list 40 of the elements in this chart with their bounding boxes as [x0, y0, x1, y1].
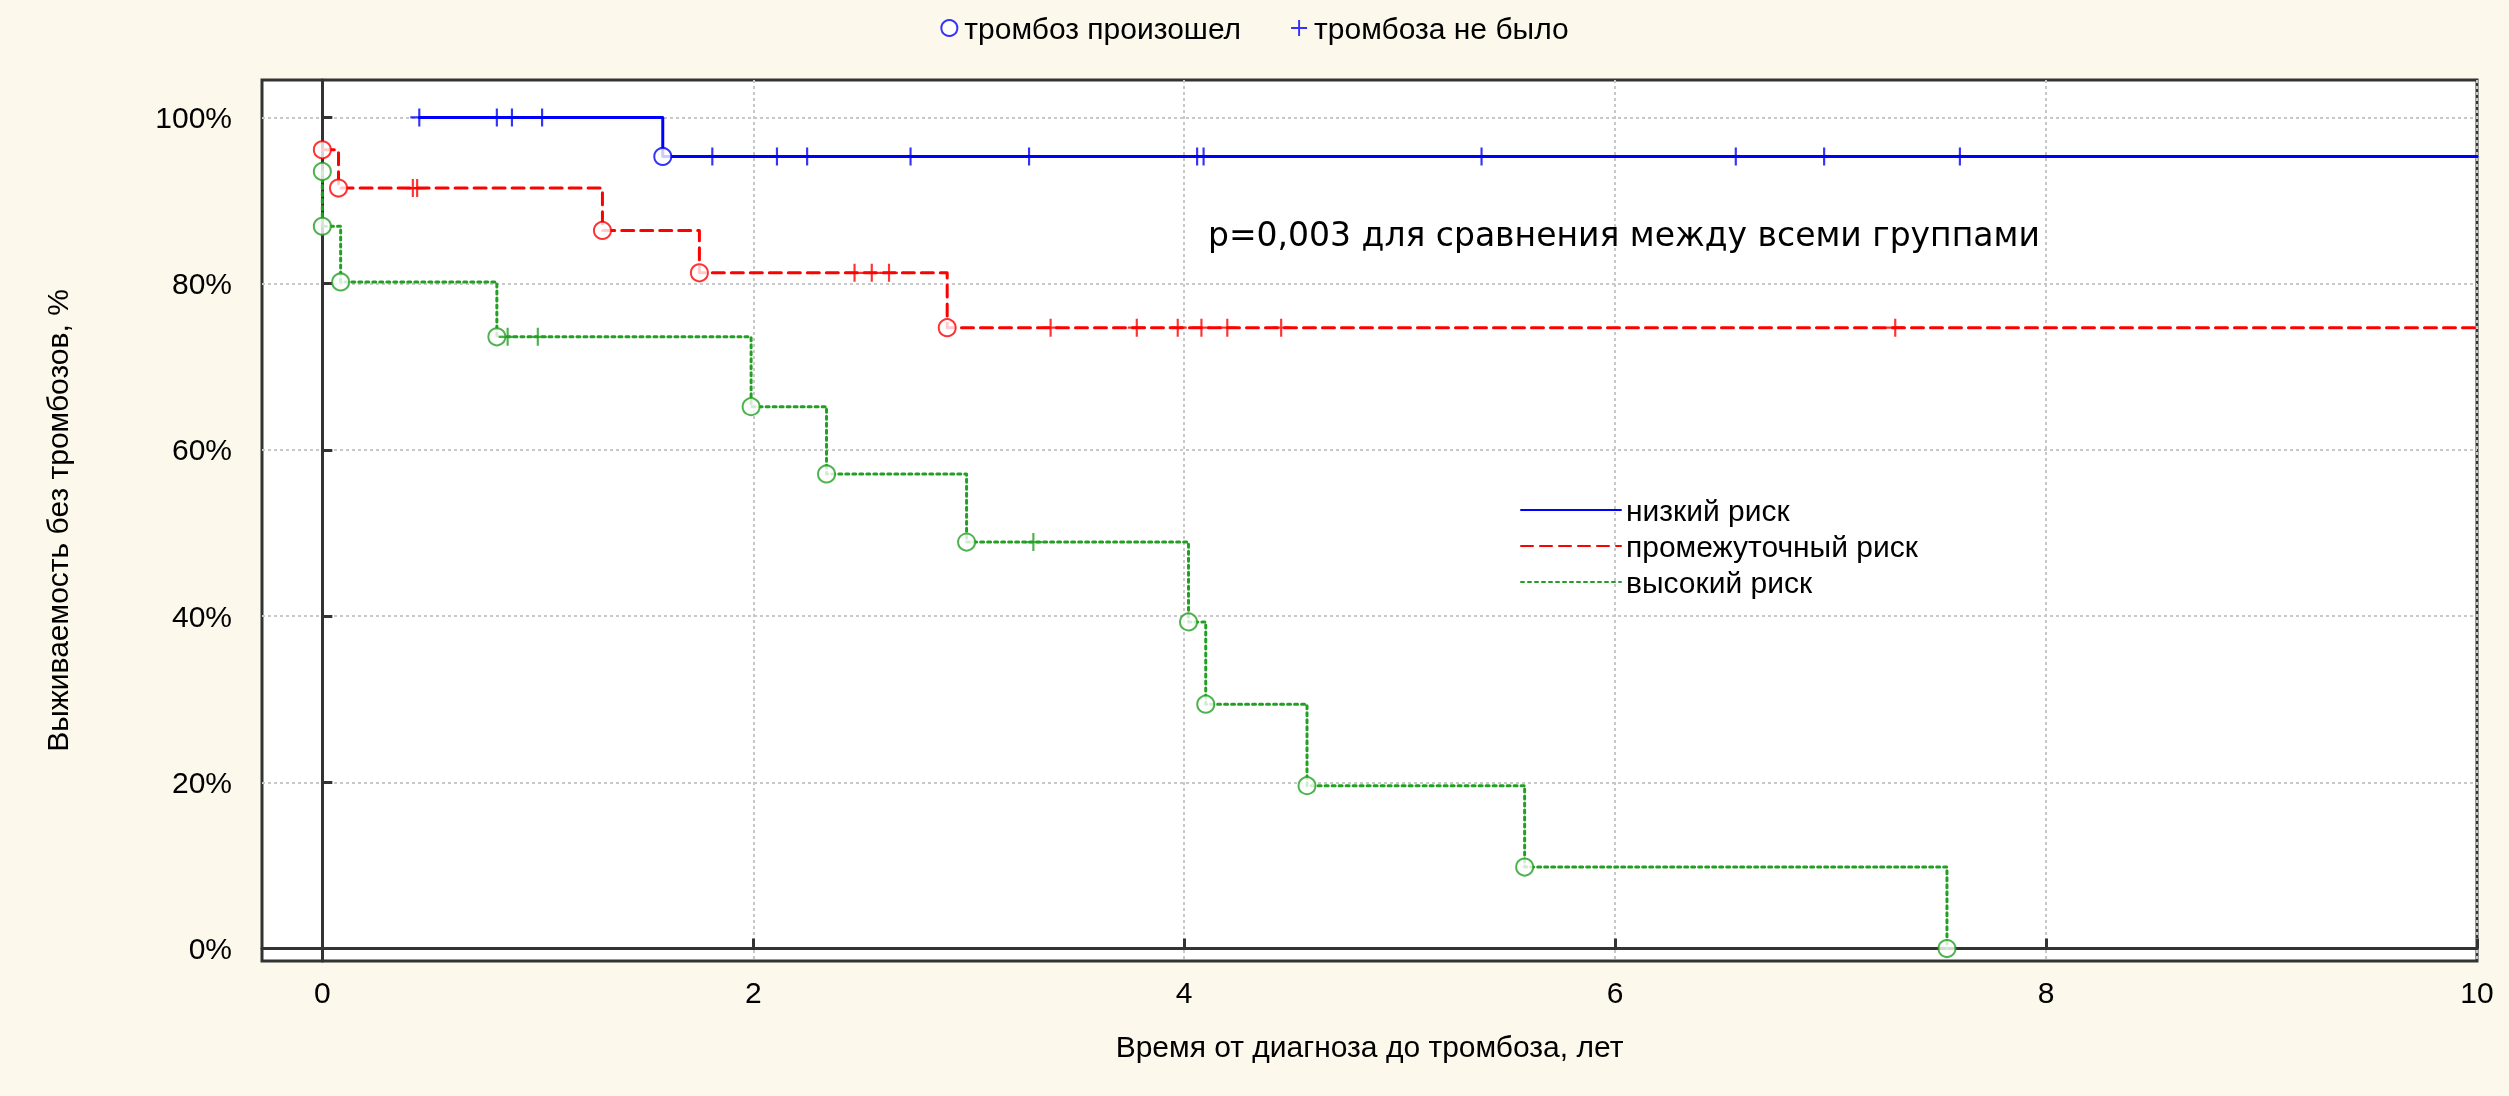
point — [689, 263, 709, 283]
y-tick-label: 0% — [188, 932, 232, 966]
legend-label: низкий риск — [1626, 493, 1791, 527]
y-tick-label: 60% — [171, 433, 232, 467]
x-tick-label: 8 — [2037, 975, 2055, 1009]
x-tick-label: 6 — [1606, 975, 1624, 1009]
point — [312, 140, 332, 160]
legend-label: тромбоза не было — [1314, 11, 1569, 45]
point — [1196, 694, 1216, 714]
point — [741, 397, 761, 417]
x-tick-label: 2 — [744, 975, 762, 1009]
x-tick-label: 4 — [1175, 975, 1193, 1009]
point — [487, 327, 507, 347]
legend-label: тромбоз произошел — [964, 11, 1242, 45]
point — [312, 161, 332, 181]
x-tick-label: 0 — [313, 975, 331, 1009]
point — [653, 146, 673, 166]
x-axis-title: Время от диагноза до тромбоза, лет — [1115, 1029, 1624, 1063]
legend-label: высокий риск — [1626, 565, 1813, 599]
y-tick-label: 20% — [171, 765, 232, 799]
x-tick-label: 10 — [2460, 975, 2494, 1009]
y-tick-label: 80% — [171, 267, 232, 301]
point — [957, 532, 977, 552]
point — [1297, 776, 1317, 796]
point — [1515, 857, 1535, 877]
point — [845, 263, 864, 282]
y-tick-label: 40% — [171, 599, 232, 633]
point — [817, 464, 837, 484]
point — [1937, 939, 1957, 959]
point — [937, 318, 957, 338]
point — [1179, 612, 1199, 632]
point — [1192, 318, 1211, 337]
legend-label: промежуточный риск — [1626, 529, 1919, 563]
point — [331, 272, 351, 292]
point — [329, 178, 348, 198]
y-axis-title: Выживаемость без тромбозов, % — [40, 289, 74, 752]
point — [592, 220, 612, 240]
annotation: p=0,003 для сравнения между всеми группами — [1208, 215, 2040, 254]
point — [312, 216, 332, 236]
y-tick-label: 100% — [155, 100, 232, 134]
